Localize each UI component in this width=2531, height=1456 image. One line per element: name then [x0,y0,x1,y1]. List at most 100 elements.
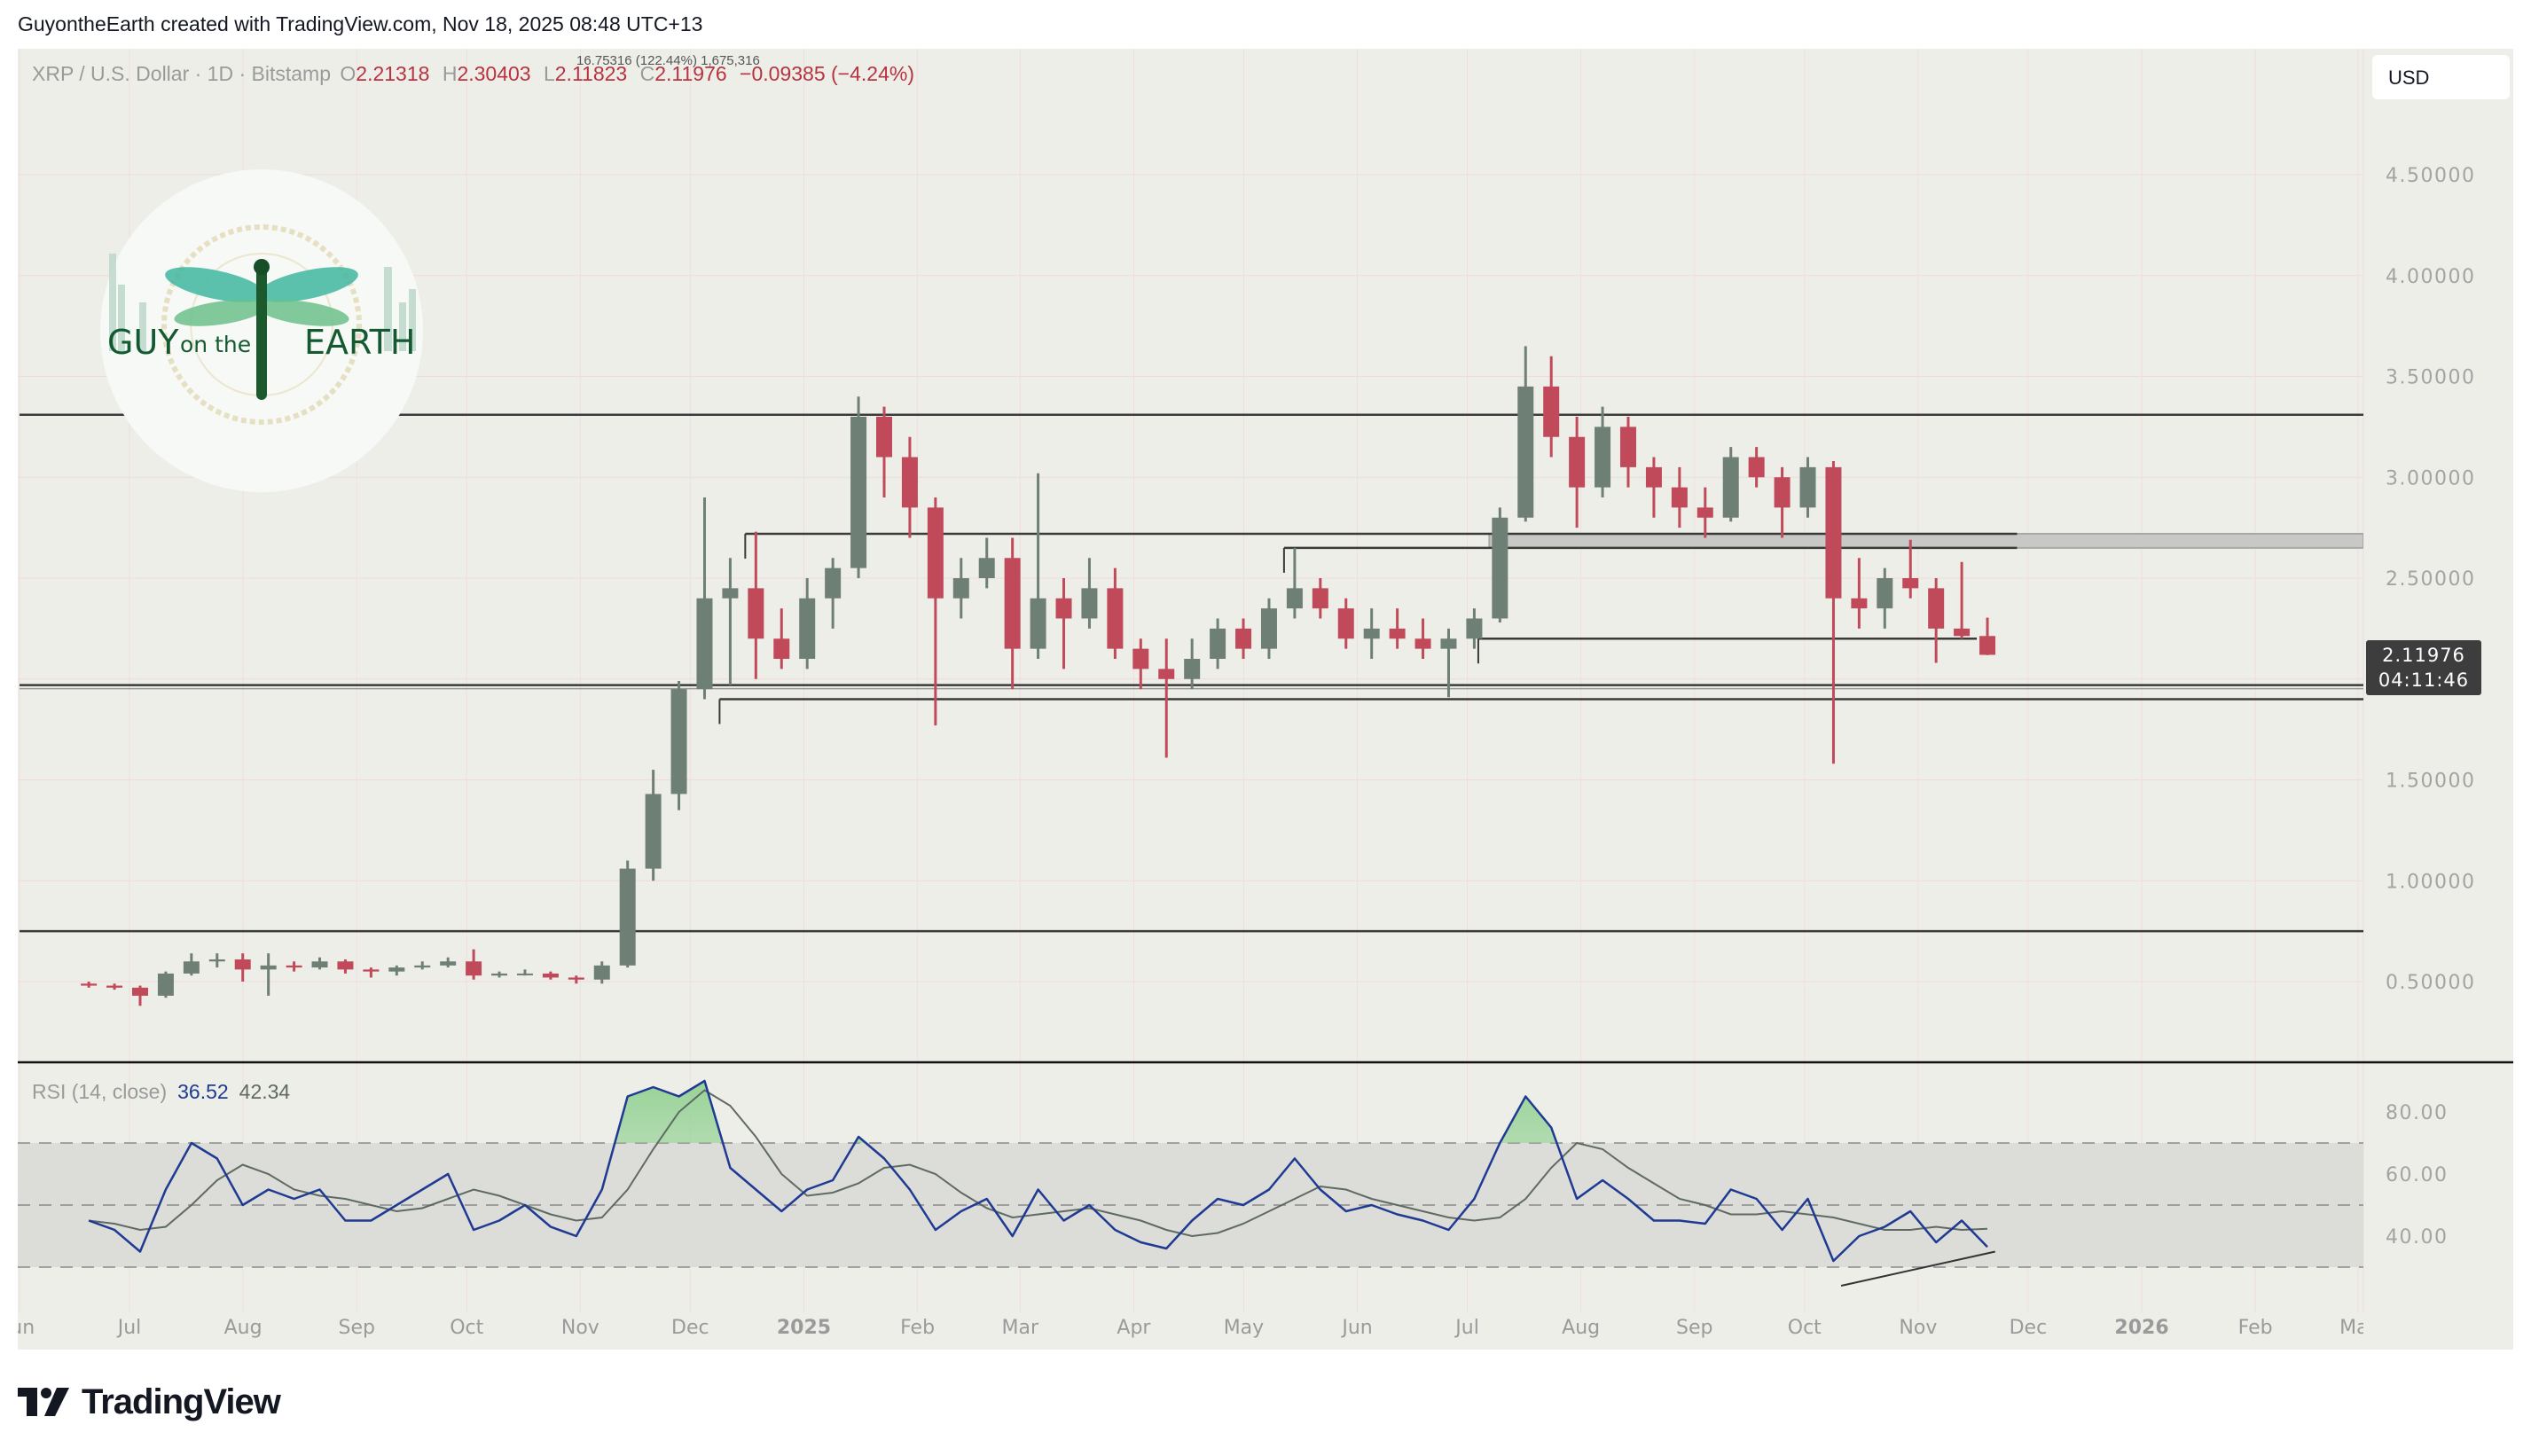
candle [1363,608,1380,659]
candle [901,436,918,538]
time-tick-label: 2025 [777,1317,831,1339]
svg-text:EARTH: EARTH [304,323,415,362]
tradingview-footer[interactable]: TradingView [18,1382,281,1422]
candle-body [466,961,482,976]
rsi-value: 36.52 [177,1080,229,1103]
candle [799,578,816,669]
overbought-fill-group [89,1081,1988,1143]
candle-body [260,965,277,970]
candle-body [337,961,354,970]
time-tick-label: Jun [3,1317,35,1339]
currency-button[interactable]: USD [2372,55,2510,99]
candle-body [1696,507,1713,518]
candle [1440,628,1457,698]
candle [927,497,944,726]
time-tick-label: Jul [1454,1317,1479,1339]
candle [1260,598,1277,659]
candle-body [875,417,892,458]
candle [773,608,790,669]
rsi-tick-label: 60.00 [2386,1164,2448,1186]
rsi-ma-line [88,1089,1988,1238]
candle-body [491,973,508,976]
candle [1337,598,1354,649]
candle [440,957,457,968]
candle [311,957,328,970]
candle [132,985,148,1006]
time-tick-label: Dec [671,1317,709,1339]
symbol-title: XRP / U.S. Dollar · 1D · Bitstamp [32,62,331,85]
time-tick-label: Nov [1899,1317,1937,1339]
candle-body [440,961,457,966]
candle-body [1184,659,1201,679]
candle [157,971,174,998]
low-label: L [543,62,555,85]
time-tick-label: Feb [2238,1317,2273,1339]
candle [1979,617,1996,655]
candle-body [1954,628,1971,637]
last-price-label: 2.11976 04:11:46 [2366,640,2481,695]
candle [1107,568,1124,659]
close-value: 2.11976 [654,62,727,85]
candle-body [1595,427,1611,488]
candle-body [593,965,610,980]
candle [260,953,277,996]
time-tick-label: May [1224,1317,1264,1339]
candle-body [1337,608,1354,639]
candle [978,537,995,589]
candle-body [1260,608,1277,649]
candle-body [183,961,200,974]
candle [825,558,842,629]
high-label: H [442,62,458,85]
dragonfly-icon: GUY on the EARTH [100,169,423,492]
time-tick-label: Dec [2010,1317,2048,1339]
candle-body [773,638,790,659]
time-tick-label: Apr [1117,1317,1151,1339]
candle-body [81,983,98,986]
price-tick-label: 3.00000 [2386,467,2475,489]
candle [1595,406,1611,497]
candle [1132,638,1149,690]
candle-body [1902,578,1919,589]
candle [1825,461,1842,764]
time-tick-label: Sep [339,1317,375,1339]
candle-body [542,973,559,978]
time-axis[interactable]: Jun Jul Aug Sep Oct Nov Dec 2025 Feb Mar Apr May Jun… [3,1317,2378,1339]
candle-body [1774,477,1791,508]
candle-body [1004,558,1021,649]
candle-body [1851,598,1868,609]
candle [1030,473,1046,659]
candle-body [1030,598,1046,649]
rsi-tick-label: 40.00 [2386,1226,2448,1249]
candle-body [952,578,969,599]
rsi-legend: RSI (14, close) 36.52 42.34 [32,1080,290,1104]
candle [1055,578,1072,669]
candle [491,971,508,978]
rsi-ma-value: 42.34 [239,1080,291,1103]
svg-text:GUY: GUY [107,323,179,362]
brand-logo: GUY on the EARTH [100,169,423,492]
candle [1877,568,1893,629]
candle [1543,356,1560,458]
time-tick-label: 2026 [2114,1317,2168,1339]
price-axis[interactable]: 4.50000 4.00000 3.50000 3.00000 2.50000 1.500… [2386,165,2475,994]
tradingview-wordmark: TradingView [82,1382,281,1421]
candle-body [850,417,867,568]
candles [81,346,1996,1006]
candle [1492,507,1508,623]
candle [183,953,200,976]
candle-body [568,977,584,980]
candle [1774,466,1791,538]
candle-body [1158,669,1175,679]
candle-body [696,598,713,690]
candle [286,961,302,972]
candle [1235,618,1252,659]
candle-body [1107,588,1124,649]
candle [670,681,687,810]
candle [1902,539,1919,599]
candle [1210,618,1226,669]
candle [568,975,584,984]
candle-body [1543,386,1560,437]
candle-body [311,961,328,968]
candle [1286,547,1303,619]
